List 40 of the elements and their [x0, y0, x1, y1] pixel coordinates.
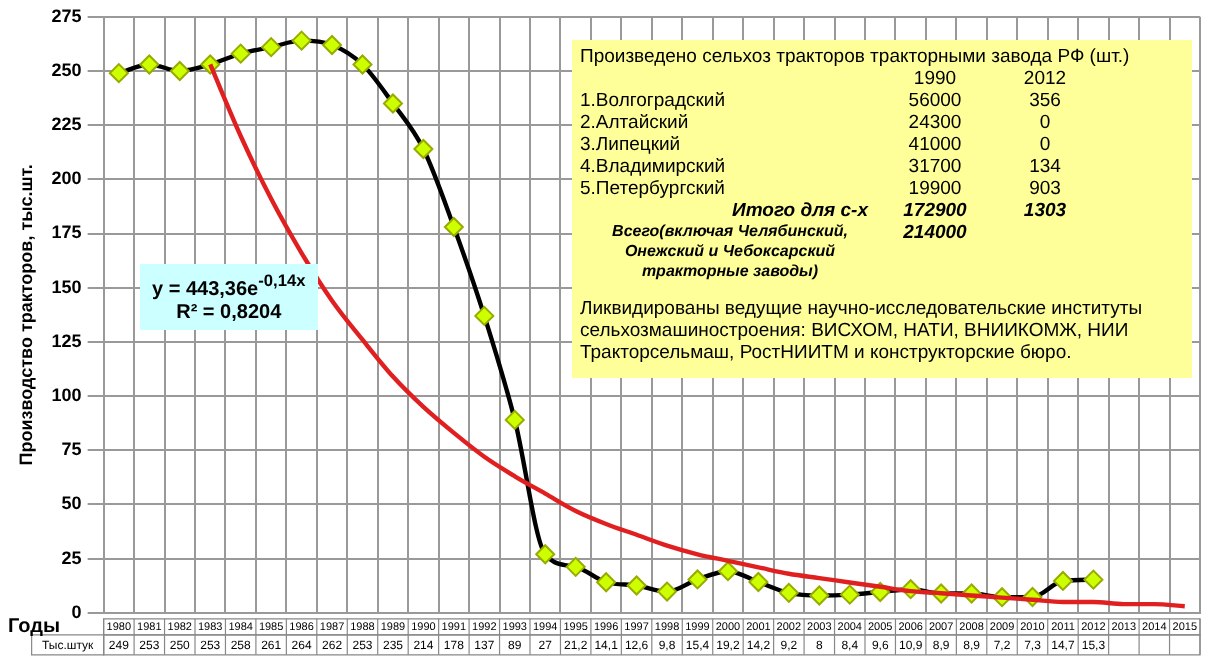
annotation: 19900 — [906, 178, 964, 200]
x-axis-title: Годы — [8, 616, 61, 639]
y-tick-label: 100 — [51, 385, 82, 406]
annotation: 903 — [1027, 178, 1063, 200]
y-tick-label: 0 — [71, 601, 82, 622]
y-tick-label: 75 — [61, 439, 82, 460]
annotation: R² = 0,8204 — [174, 302, 284, 327]
annotation: 24300 — [906, 112, 964, 134]
annotation: 41000 — [906, 134, 964, 156]
annotation: 0 — [1037, 134, 1053, 156]
y-tick-label: 250 — [51, 59, 82, 80]
annotation: 1303 — [1021, 200, 1069, 222]
annotation: Всего(включая Челябинский, Онежский и Чебоксарский тракторные заводы) — [610, 222, 850, 282]
y-tick-label: 200 — [51, 168, 82, 189]
annotation: 31700 — [906, 156, 964, 178]
annotation: 1990 — [911, 68, 959, 90]
y-tick-label: 175 — [51, 222, 82, 243]
annotation: 134 — [1027, 156, 1063, 178]
y-tick-label: 25 — [61, 547, 82, 568]
annotation: 4.Владимирский — [580, 156, 728, 178]
annotation: Произведено сельхоз тракторов тракторными завода РФ (шт.) — [580, 46, 1132, 68]
annotation: 172900 — [901, 200, 969, 222]
annotation: 1.Волгоградский — [580, 90, 728, 112]
y-tick-label: 125 — [51, 330, 82, 351]
annotation: 0 — [1037, 112, 1053, 134]
y-tick-label: 275 — [51, 5, 82, 26]
annotation: Ликвидированы ведущие научно-исследовательские институты сельхозмашиностроения: ВИСХОМ, НАТИ, ВНИИКОМЖ, НИИ Тракторсельмаш, РостНИИТМ и конструкторские бюро. — [580, 298, 1145, 364]
annotation: 356 — [1027, 90, 1063, 112]
annotation: 2012 — [1021, 68, 1069, 90]
annotation: Итого для с-х — [730, 200, 871, 222]
y-tick-label: 50 — [61, 493, 82, 514]
y-tick-label: 225 — [51, 114, 82, 135]
y-tick-label: 150 — [51, 276, 82, 297]
annotation: 214000 — [901, 222, 969, 248]
y-axis-title: Производство тракторов, тыс.шт. — [15, 164, 36, 466]
annotation: 56000 — [906, 90, 964, 112]
annotation: 2.Алтайский — [580, 112, 691, 134]
annotation: 5.Петербургский — [580, 178, 727, 200]
annotation: 3.Липецкий — [580, 134, 683, 156]
annotation: y = 443,36e$^{-0,14x}$ — [152, 268, 306, 303]
